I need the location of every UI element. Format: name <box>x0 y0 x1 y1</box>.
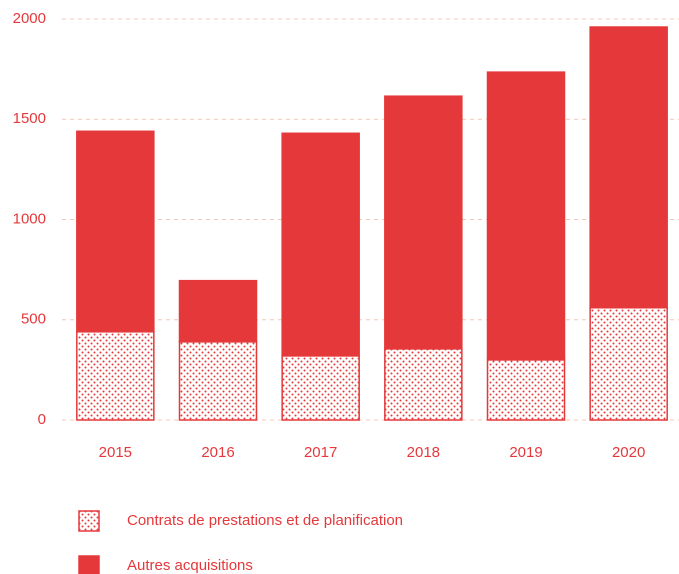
bar-segment <box>384 95 463 350</box>
bar-segment <box>589 306 668 421</box>
y-tick-label: 1000 <box>13 210 46 227</box>
y-tick-label: 500 <box>21 311 46 328</box>
x-tick-label: 2016 <box>201 444 234 461</box>
y-tick-label: 1500 <box>13 110 46 127</box>
x-tick-label: 2018 <box>407 444 440 461</box>
bar-segment <box>76 331 155 421</box>
bar-segment <box>281 355 360 421</box>
bar-segment <box>486 359 566 421</box>
x-tick-label: 2015 <box>99 444 132 461</box>
legend-swatch <box>78 555 100 574</box>
bar-segment <box>76 130 155 333</box>
bar-segment <box>384 348 463 421</box>
y-tick-label: 2000 <box>13 10 46 27</box>
x-tick-label: 2019 <box>509 444 542 461</box>
bar-segment <box>486 71 566 361</box>
bar-segment <box>281 132 360 357</box>
legend-swatch <box>78 510 100 532</box>
y-tick-label: 0 <box>38 411 46 428</box>
x-tick-label: 2020 <box>612 444 645 461</box>
x-tick-label: 2017 <box>304 444 337 461</box>
bar-segment <box>178 341 258 421</box>
bar-segment <box>178 279 258 343</box>
bar-segment <box>589 26 668 309</box>
legend-label: Contrats de prestations et de planificat… <box>127 512 403 529</box>
legend-label: Autres acquisitions <box>127 557 253 574</box>
